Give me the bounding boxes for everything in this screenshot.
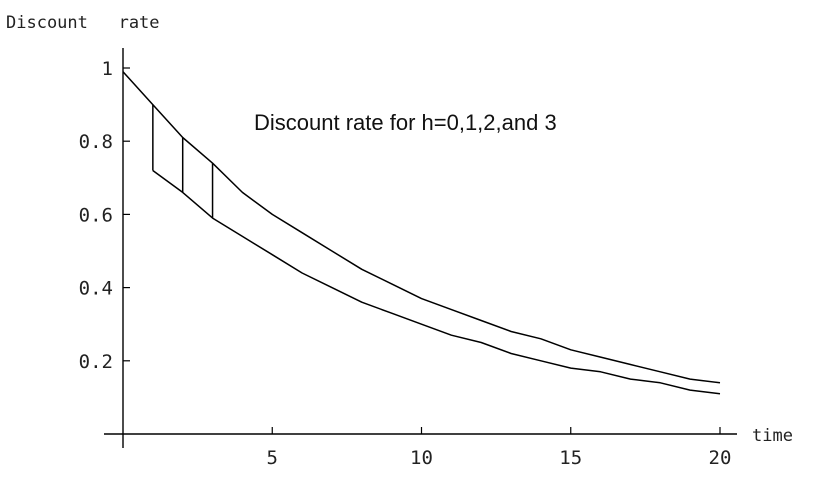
x-tick-label: 15 — [559, 447, 582, 469]
chart-annotation: Discount rate for h=0,1,2,and 3 — [254, 110, 557, 135]
axis-ticks: 5 10 15 20 0.2 0.4 0.6 0.8 1 — [79, 58, 732, 469]
drop-lines — [152, 104, 214, 219]
x-tick-label: 10 — [410, 447, 433, 469]
y-axis-title: Discount rate — [6, 13, 160, 33]
y-tick-label: 1 — [102, 58, 113, 80]
y-tick-label: 0.8 — [79, 131, 113, 153]
x-axis-title: time — [752, 426, 793, 446]
y-tick-label: 0.4 — [79, 278, 113, 300]
series-line-1 — [122, 71, 721, 384]
y-tick-label: 0.6 — [79, 204, 113, 226]
x-tick-label: 5 — [267, 447, 278, 469]
series-line-2 — [152, 169, 721, 395]
series-lines — [122, 71, 721, 395]
x-tick-label: 20 — [709, 447, 732, 469]
y-tick-label: 0.2 — [79, 351, 113, 373]
